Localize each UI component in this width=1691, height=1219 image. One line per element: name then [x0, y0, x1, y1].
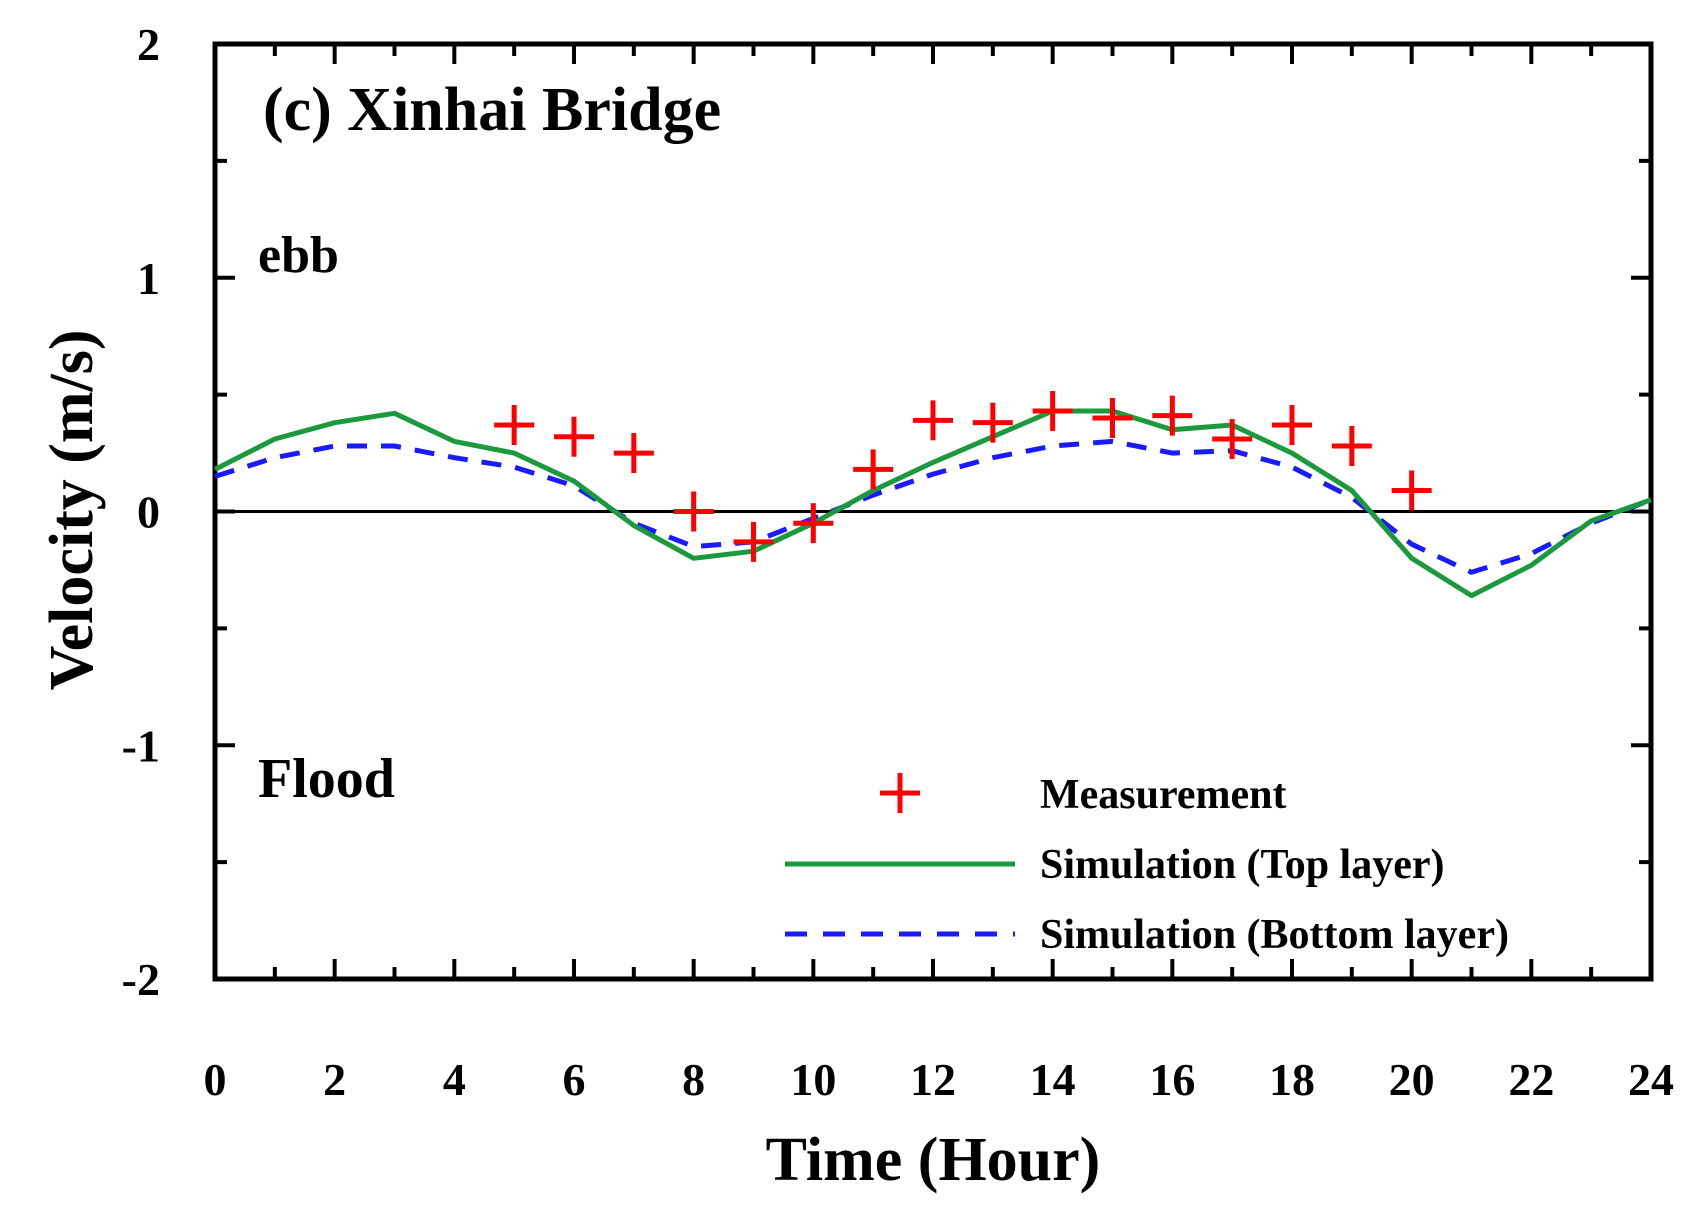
- measurement-point: [733, 521, 774, 562]
- y-tick-label: 1: [137, 253, 160, 304]
- y-tick-label: -1: [122, 720, 160, 771]
- measurement-point: [972, 402, 1013, 443]
- y-tick-label: -2: [122, 954, 160, 1005]
- x-tick-label: 18: [1269, 1054, 1315, 1105]
- x-tick-label: 0: [204, 1054, 227, 1105]
- measurement-point: [554, 416, 594, 457]
- y-axis-title: Velocity (m/s): [38, 329, 106, 690]
- measurement-point: [793, 503, 834, 544]
- legend: Measurement Simulation (Top layer) Simul…: [785, 772, 1509, 958]
- measurement-point: [1331, 426, 1372, 467]
- x-axis-title: Time (Hour): [766, 1126, 1101, 1194]
- measurement-point: [1152, 395, 1193, 436]
- x-tick-label: 8: [682, 1054, 705, 1105]
- flood-label: Flood: [258, 748, 395, 810]
- measurement-point: [853, 449, 894, 490]
- x-tick-label: 14: [1030, 1054, 1076, 1105]
- legend-marker-measurement: [880, 773, 920, 813]
- x-tick-label: 16: [1149, 1054, 1195, 1105]
- y-tick-label: 2: [137, 19, 160, 70]
- measurement-point: [613, 433, 654, 474]
- series-layer: [213, 390, 1652, 599]
- x-tick-label: 12: [910, 1054, 956, 1105]
- measurement-point: [1212, 419, 1253, 460]
- measurement-point: [1391, 470, 1432, 511]
- series-line-bottom-layer: [214, 438, 1652, 575]
- x-tick-label: 24: [1628, 1054, 1674, 1105]
- measurement-point: [913, 400, 953, 441]
- measurement-point: [1092, 398, 1133, 438]
- legend-label-measurement: Measurement: [1040, 772, 1286, 818]
- x-tick-label: 10: [790, 1054, 836, 1105]
- measurement-point: [494, 405, 535, 446]
- series-line-top-layer: [213, 408, 1652, 599]
- measurement-point: [673, 491, 714, 532]
- y-tick-label: 0: [137, 487, 160, 538]
- x-tick-label: 4: [443, 1054, 466, 1105]
- x-tick-label: 22: [1508, 1054, 1554, 1105]
- chart-title: (c) Xinhai Bridge: [263, 76, 721, 144]
- measurement-point: [1032, 390, 1073, 431]
- x-tick-label: 6: [563, 1054, 586, 1105]
- ebb-label: ebb: [258, 227, 339, 284]
- x-tick-label: 2: [323, 1054, 346, 1105]
- legend-label-bottom-layer: Simulation (Bottom layer): [1040, 912, 1509, 958]
- legend-label-top-layer: Simulation (Top layer): [1040, 842, 1445, 888]
- x-tick-label: 20: [1389, 1054, 1435, 1105]
- measurement-point: [1272, 405, 1312, 446]
